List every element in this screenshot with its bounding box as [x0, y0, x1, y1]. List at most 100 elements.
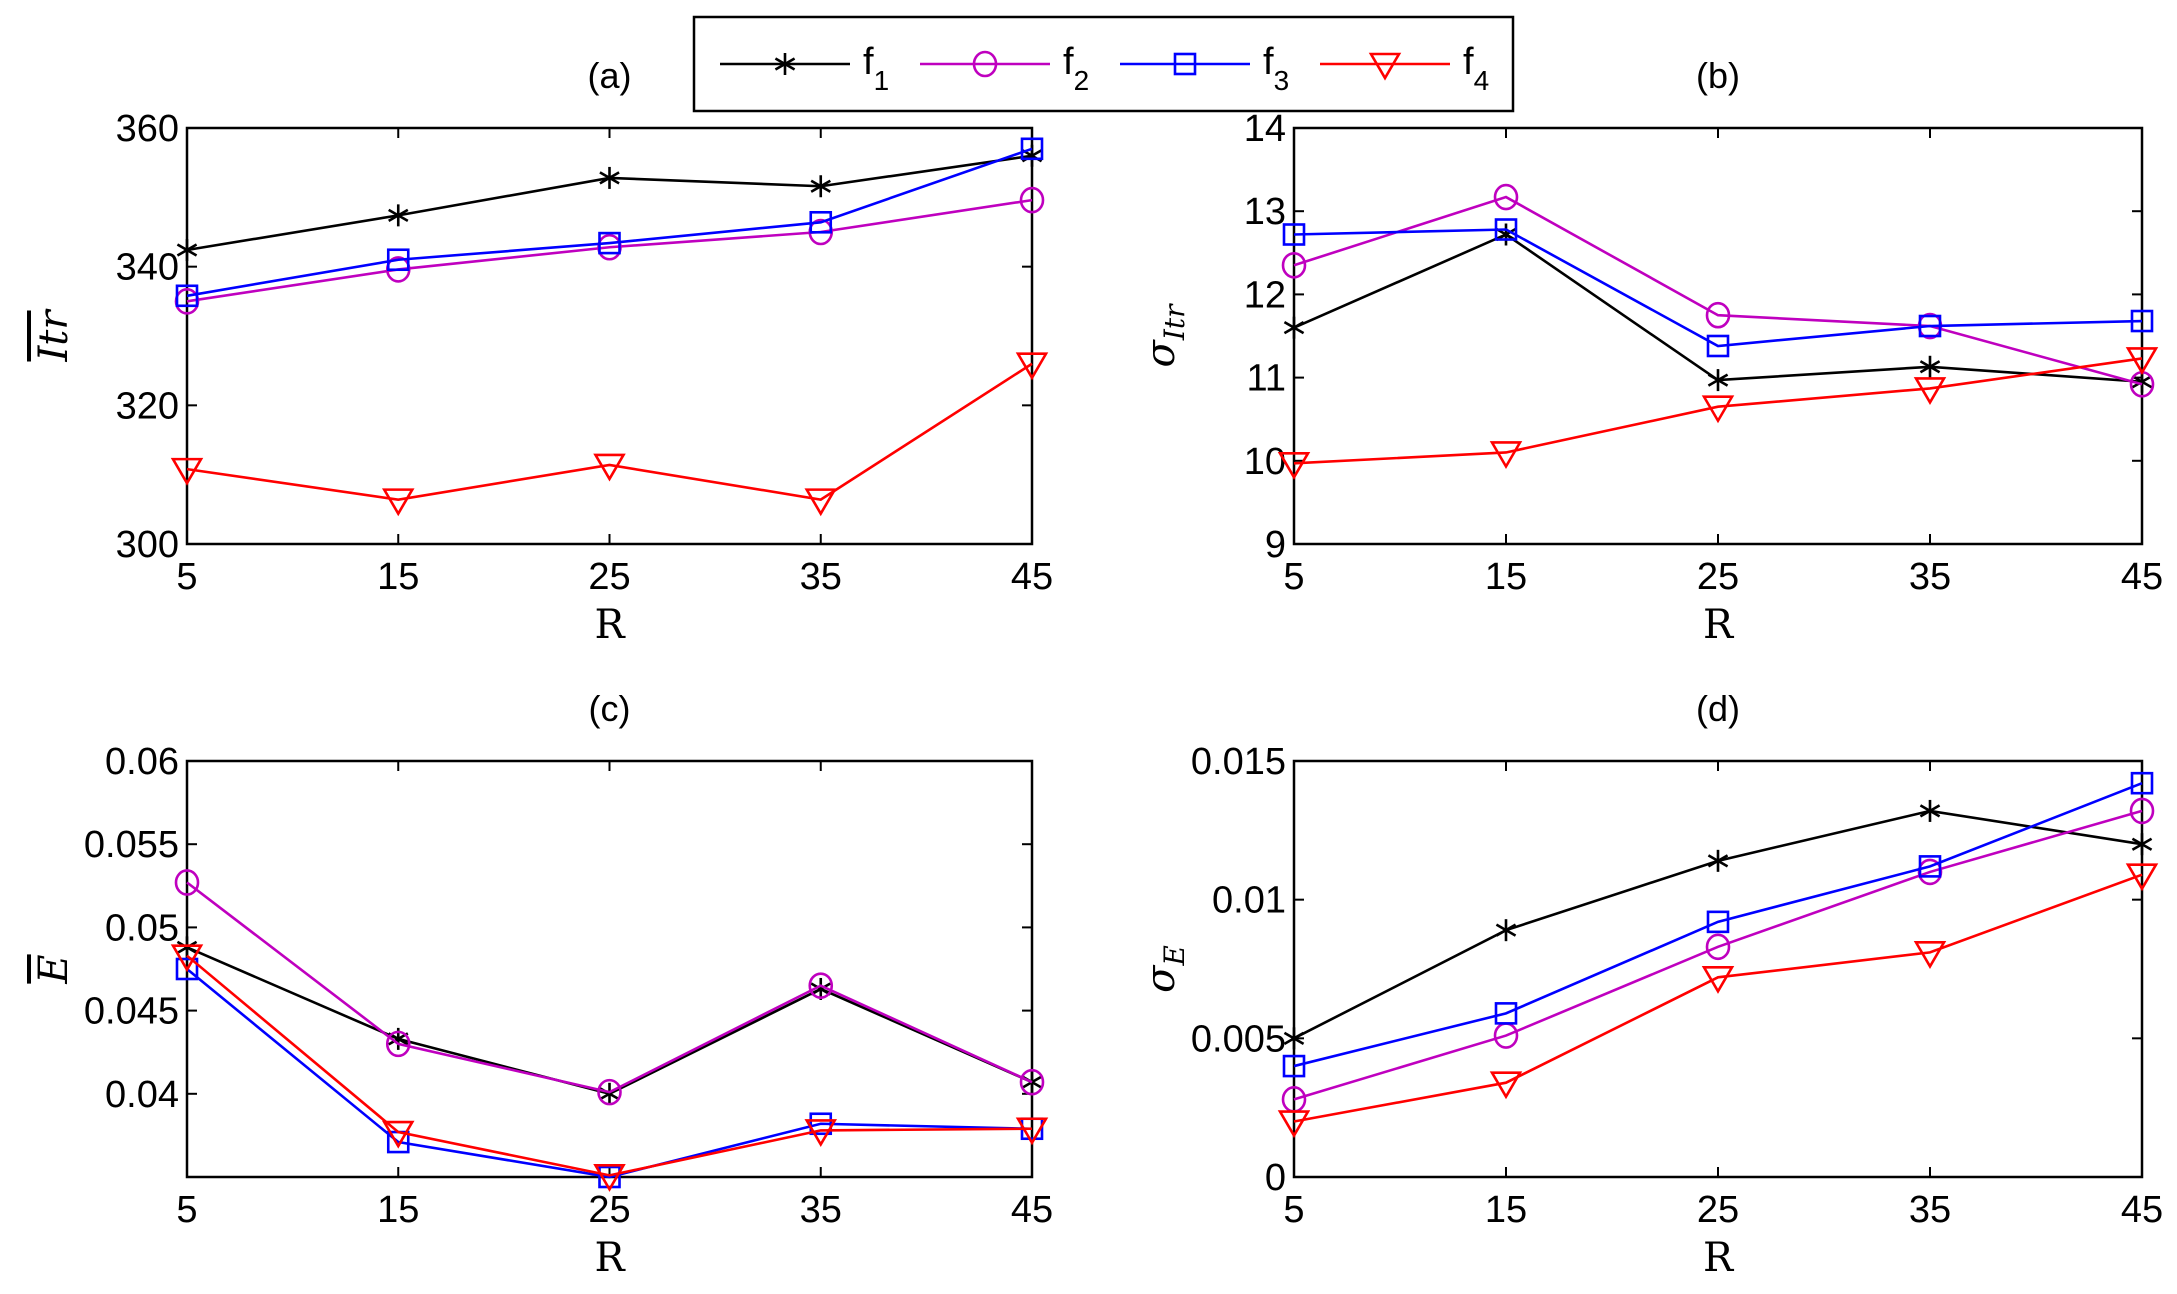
circle-marker [2129, 797, 2155, 825]
triangle-down-marker [2125, 863, 2159, 892]
series-f4 [1277, 863, 2159, 1139]
triangle-down-marker [170, 457, 204, 486]
y-tick-label: 14 [1244, 108, 1286, 150]
series-line-f3 [186, 967, 1033, 1179]
star-marker [810, 175, 831, 198]
star-stroke [1919, 804, 1941, 818]
legend-label-main: f [1063, 41, 1074, 83]
legend-label-main: f [1463, 41, 1474, 83]
square-marker [1918, 855, 1942, 878]
x-tick-label: 5 [176, 1189, 197, 1231]
plot-area [185, 759, 1034, 1179]
y-tick-label: 0 [1265, 1157, 1286, 1199]
subplot-title: (c) [589, 688, 631, 729]
series-f3 [1282, 218, 2154, 358]
legend-label-main: f [863, 41, 874, 83]
square-marker [175, 284, 199, 308]
series-line-f2 [1293, 809, 2143, 1101]
triangle-down-marker [804, 1119, 838, 1147]
circle-marker [385, 1030, 411, 1058]
x-tick-label: 35 [800, 556, 842, 598]
star-stroke [599, 171, 620, 185]
y-tick-label: 340 [116, 247, 179, 289]
triangle-down-marker [1701, 395, 1735, 424]
square-marker [2130, 771, 2154, 795]
subplot-title: (d) [1696, 688, 1740, 729]
legend-label-main: f [1263, 41, 1274, 83]
y-tick-label: 0.015 [1191, 741, 1286, 783]
x-axis-label: R [1703, 602, 1735, 648]
star-marker [774, 53, 796, 75]
square-marker [386, 248, 410, 272]
star-stroke [176, 940, 198, 954]
plot-area [1292, 759, 2144, 1179]
star-marker [1707, 369, 1729, 392]
star-stroke [1495, 923, 1517, 937]
star-marker [1919, 355, 1941, 378]
square-marker [2130, 309, 2154, 333]
x-tick-label: 15 [377, 1189, 419, 1231]
square-marker [1494, 1002, 1518, 1025]
square-marker [598, 231, 621, 255]
x-tick-label: 25 [1697, 1189, 1739, 1231]
star-stroke [1707, 854, 1729, 868]
y-axis-label: E [31, 954, 77, 984]
star-stroke [388, 208, 409, 222]
legend-label-sub: 2 [1074, 65, 1090, 96]
star-marker [810, 977, 831, 1000]
y-axis-label-main: Itr [31, 308, 77, 363]
square-marker [1918, 314, 1942, 338]
star-marker [599, 166, 620, 189]
star-marker [1707, 849, 1729, 872]
y-tick-label: 10 [1244, 441, 1286, 483]
star-marker [176, 936, 198, 959]
series-line-f3 [1293, 781, 2143, 1068]
circle-marker [972, 50, 998, 78]
x-tick-label: 25 [1697, 556, 1739, 598]
star-stroke [2131, 837, 2153, 851]
series-line-f4 [1293, 873, 2143, 1123]
subplot-a: 5 15 25 35 45 300 320 340 360 (a) R Itr [31, 55, 1053, 648]
x-tick-label: 35 [800, 1189, 842, 1231]
star-stroke [176, 243, 198, 257]
x-tick-label: 15 [1485, 1189, 1527, 1231]
star-marker [1283, 316, 1305, 339]
legend-label: f1 [863, 41, 889, 96]
triangle-down-marker [1489, 1071, 1523, 1100]
subplot-title: (b) [1696, 55, 1740, 96]
x-tick-label: 25 [588, 1189, 630, 1231]
series-line-f4 [186, 954, 1033, 1177]
legend-entry-f2: f2 [920, 41, 1089, 96]
y-tick-label: 0.01 [1212, 880, 1286, 922]
star-marker [176, 239, 198, 262]
series-line-f3 [186, 147, 1033, 298]
legend-label-sub: 1 [874, 65, 890, 96]
triangle-down-marker [1913, 377, 1947, 405]
star-stroke [1707, 373, 1729, 387]
triangle-down-marker [170, 944, 204, 973]
star-marker [2131, 833, 2153, 856]
star-marker [1495, 919, 1517, 942]
y-tick-label: 12 [1244, 274, 1286, 316]
x-tick-label: 45 [1011, 556, 1053, 598]
circle-marker [808, 972, 834, 999]
y-tick-label: 320 [116, 385, 179, 427]
legend: f1 f2 f3 f4 [692, 15, 1515, 113]
triangle-down-marker [1368, 52, 1402, 81]
star-stroke [1919, 360, 1941, 374]
y-tick-label: 0.055 [84, 824, 179, 866]
y-tick-label: 11 [1247, 358, 1286, 400]
x-tick-label: 5 [1283, 556, 1304, 598]
series-f3 [1282, 771, 2154, 1078]
x-axis-label: R [594, 1235, 626, 1281]
plot-area [185, 126, 1034, 546]
series-f1 [1283, 799, 2153, 1050]
triangle-down-marker [1701, 966, 1735, 994]
triangle-down-marker [593, 453, 626, 482]
circle-marker [1281, 251, 1307, 279]
triangle-down-marker [593, 1164, 626, 1192]
circle-marker [1019, 1068, 1045, 1096]
x-tick-label: 25 [588, 556, 630, 598]
